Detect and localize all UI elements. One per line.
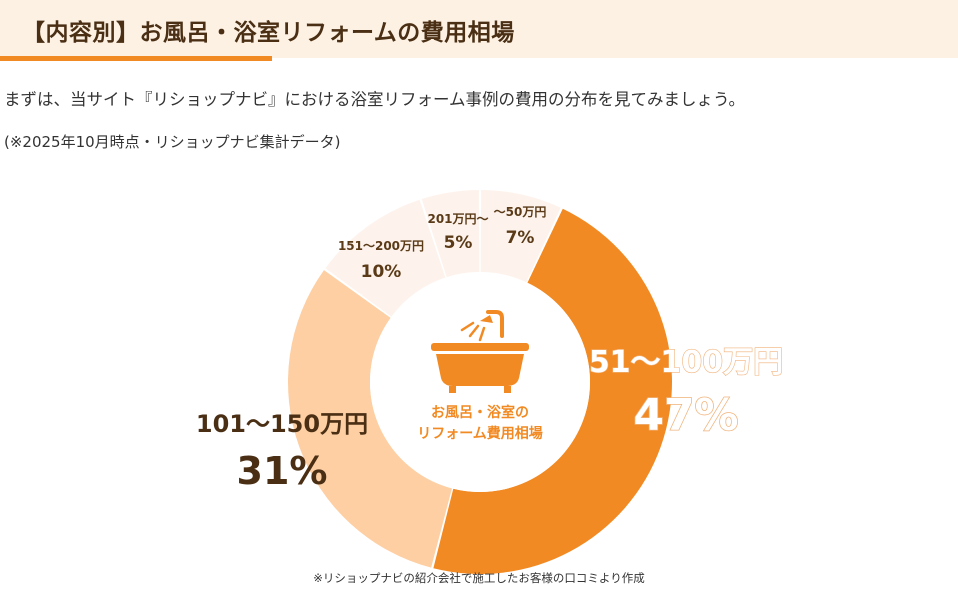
intro-text: まずは、当サイト『リショップナビ』における浴室リフォーム事例の費用の分布を見てみ…	[4, 90, 746, 109]
donut-slice-2	[287, 270, 453, 568]
donut-slice-0	[480, 190, 561, 283]
slice-value-2: 31%	[237, 449, 328, 493]
slice-label-3: 151〜200万円	[338, 239, 424, 253]
slice-value-4: 5%	[444, 233, 473, 253]
donut-slice-4	[421, 190, 480, 278]
slice-value-3: 10%	[361, 262, 402, 282]
center-label-line-1: お風呂・浴室の	[431, 404, 529, 421]
title-underline	[0, 56, 272, 61]
center-label-line-2: リフォーム費用相場	[417, 425, 543, 442]
slice-label-4: 201万円〜	[427, 212, 488, 226]
donut-slice-1	[433, 208, 673, 574]
section-header: 【内容別】お風呂・浴室リフォームの費用相場	[0, 0, 958, 61]
donut-slice-3	[325, 199, 446, 317]
section-title: 【内容別】お風呂・浴室リフォームの費用相場	[22, 20, 515, 46]
chart-footnote: ※リショップナビの紹介会社で施工したお客様の口コミより作成	[313, 571, 645, 585]
slice-label-2: 101〜150万円	[196, 410, 368, 438]
slice-label-1: 51〜100万円	[589, 345, 783, 380]
slice-label-0: 〜50万円	[494, 205, 547, 219]
data-source-note: (※2025年10月時点・リショップナビ集計データ)	[4, 133, 341, 151]
bathtub-icon	[431, 310, 529, 393]
slice-value-0: 7%	[506, 228, 535, 248]
slice-value-1: 47%	[633, 390, 738, 441]
